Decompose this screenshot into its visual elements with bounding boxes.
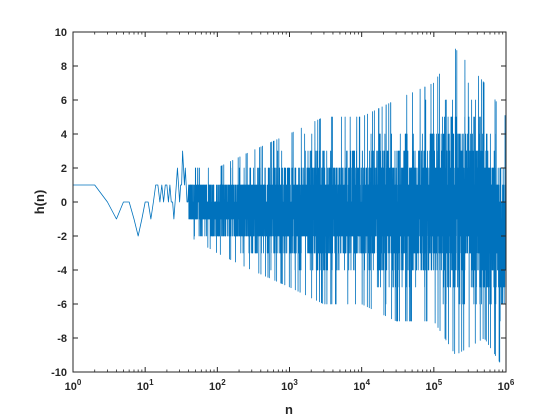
x-tick-label: 103 xyxy=(281,378,298,393)
y-tick-label: -10 xyxy=(51,367,67,379)
y-tick-label: 4 xyxy=(61,129,68,141)
x-tick-label: 106 xyxy=(498,378,515,393)
y-tick-label: 8 xyxy=(61,61,67,73)
y-ticks: 10 8 6 4 2 0 -2 -4 -6 -8 -10 xyxy=(51,27,506,379)
x-ticks: 100 101 102 103 104 105 106 xyxy=(65,32,515,393)
x-tick-label: 102 xyxy=(209,378,226,393)
y-axis-label: h(n) xyxy=(32,190,47,215)
y-tick-label: 6 xyxy=(61,95,67,107)
y-tick-label: -6 xyxy=(57,299,67,311)
plot-area xyxy=(73,48,507,363)
y-tick-label: -8 xyxy=(57,333,67,345)
y-tick-label: 0 xyxy=(61,197,67,209)
x-tick-label: 105 xyxy=(425,378,442,393)
y-tick-label: 10 xyxy=(55,27,67,39)
y-tick-label: 2 xyxy=(61,163,67,175)
series-line xyxy=(73,48,507,363)
x-tick-label: 104 xyxy=(353,378,370,393)
x-axis-label: n xyxy=(285,402,293,417)
y-tick-label: -4 xyxy=(57,265,68,277)
x-tick-label: 100 xyxy=(65,378,82,393)
x-tick-label: 101 xyxy=(137,378,154,393)
y-tick-label: -2 xyxy=(57,231,67,243)
